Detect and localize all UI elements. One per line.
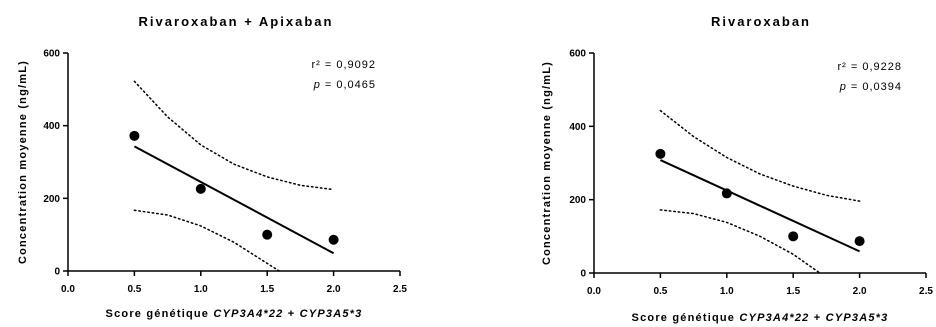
x-axis-label-gene2: CYP3A5*3 (826, 312, 889, 324)
ci-lower-band (659, 209, 821, 274)
x-tick-label: 2.0 (853, 286, 867, 297)
p-symbol: p (839, 81, 847, 93)
x-tick-label: 2.5 (919, 286, 933, 297)
x-axis-label-gene1: CYP3A4*22 (213, 308, 283, 320)
x-axis-label-gene1: CYP3A4*22 (739, 312, 809, 324)
x-tick-label: 1.5 (786, 286, 800, 297)
y-tick-label: 400 (569, 122, 586, 133)
x-axis-label-gene2: CYP3A5*3 (300, 308, 363, 320)
ci-upper-band (133, 80, 335, 191)
chart-title: Rivaroxaban + Apixaban (139, 14, 334, 29)
data-point (195, 183, 206, 194)
x-tick-label: 0.0 (587, 286, 601, 297)
y-tick-label: 600 (569, 49, 586, 60)
x-axis-label-prefix: Score génétique (632, 312, 740, 324)
r-squared-label: r² = 0,9228 (837, 61, 902, 73)
x-tick-label: 0.0 (61, 284, 75, 295)
y-tick-label: 400 (43, 121, 60, 132)
x-axis-label-mid: + (284, 308, 300, 320)
ci-lower-band (133, 209, 280, 272)
p-value-label: p = 0,0465 (313, 79, 376, 91)
chart-title: Rivaroxaban (711, 14, 811, 29)
data-point (721, 188, 732, 199)
regression-line (659, 159, 861, 253)
data-point (788, 231, 799, 242)
p-symbol: p (313, 79, 321, 91)
y-tick-label: 600 (43, 49, 60, 60)
x-axis-label: Score génétique CYP3A4*22 + CYP3A5*3 (106, 308, 363, 320)
data-point (129, 130, 140, 141)
y-axis-label: Concentration moyenne (ng/mL) (17, 60, 29, 264)
y-tick-label: 0 (54, 267, 60, 278)
p-value: = 0,0465 (321, 79, 376, 91)
data-point (262, 229, 273, 240)
p-value-label: p = 0,0394 (839, 81, 902, 93)
ci-upper-band (659, 109, 861, 202)
x-tick-label: 1.0 (720, 286, 734, 297)
y-tick-label: 200 (569, 195, 586, 206)
x-tick-label: 1.5 (260, 284, 274, 295)
x-tick-label: 0.5 (653, 286, 667, 297)
x-tick-label: 2.5 (393, 284, 407, 295)
data-point (655, 148, 666, 159)
regression-line (133, 145, 335, 255)
x-tick-label: 1.0 (194, 284, 208, 295)
y-tick-label: 200 (43, 194, 60, 205)
y-axis-label: Concentration moyenne (ng/mL) (541, 61, 553, 265)
p-value: = 0,0394 (847, 81, 902, 93)
x-axis-label-mid: + (810, 312, 826, 324)
x-axis-label-prefix: Score génétique (106, 308, 214, 320)
chart-panel-2: Rivaroxaban 0 200 400 600 0.0 0.5 1.0 1.5 2.0 2.5 C… (541, 14, 933, 324)
data-point (854, 236, 865, 247)
y-tick-label: 0 (580, 269, 586, 280)
x-tick-label: 0.5 (127, 284, 141, 295)
data-point (328, 234, 339, 245)
r-squared-label: r² = 0,9092 (311, 59, 376, 71)
chart-panel-1: Rivaroxaban + Apixaban 0 200 400 600 0.0 0.5 1.… (17, 14, 407, 320)
x-axis-label: Score génétique CYP3A4*22 + CYP3A5*3 (632, 312, 889, 324)
x-tick-label: 2.0 (327, 284, 341, 295)
